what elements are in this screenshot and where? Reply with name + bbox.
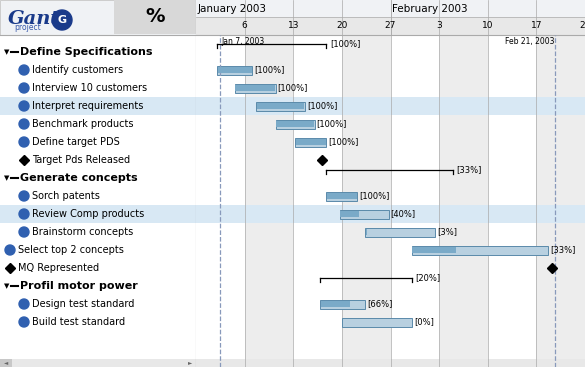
Bar bbox=[340, 211, 359, 217]
Text: 24: 24 bbox=[579, 22, 585, 30]
Text: [33%]: [33%] bbox=[550, 246, 576, 254]
Bar bbox=[113, 0, 196, 34]
Text: Identify customers: Identify customers bbox=[32, 65, 123, 75]
Text: 20: 20 bbox=[336, 22, 347, 30]
Text: Define target PDS: Define target PDS bbox=[32, 137, 120, 147]
Text: Design test standard: Design test standard bbox=[32, 299, 135, 309]
Text: Generate concepts: Generate concepts bbox=[20, 173, 137, 183]
Text: 3: 3 bbox=[436, 22, 442, 30]
Text: ▼: ▼ bbox=[4, 175, 9, 181]
Bar bbox=[235, 84, 276, 92]
Text: Profil motor power: Profil motor power bbox=[20, 281, 137, 291]
Bar bbox=[196, 205, 585, 223]
Bar bbox=[412, 246, 548, 254]
Bar bbox=[0, 97, 196, 115]
Text: Define Specifications: Define Specifications bbox=[20, 47, 153, 57]
Bar bbox=[245, 35, 293, 367]
Text: Sorch patents: Sorch patents bbox=[32, 191, 100, 201]
Text: [40%]: [40%] bbox=[391, 210, 416, 218]
Bar bbox=[0, 205, 196, 223]
Text: 10: 10 bbox=[482, 22, 494, 30]
Bar bbox=[365, 228, 435, 236]
Bar bbox=[257, 103, 304, 109]
Text: Benchmark products: Benchmark products bbox=[32, 119, 133, 129]
Text: ▼: ▼ bbox=[4, 49, 9, 55]
Bar bbox=[295, 138, 326, 146]
Text: [100%]: [100%] bbox=[254, 65, 285, 75]
Bar bbox=[0, 359, 12, 367]
Text: Interpret requirements: Interpret requirements bbox=[32, 101, 143, 111]
Text: 13: 13 bbox=[287, 22, 299, 30]
Text: Review Comp products: Review Comp products bbox=[32, 209, 144, 219]
Circle shape bbox=[19, 119, 29, 129]
Text: [100%]: [100%] bbox=[359, 192, 390, 200]
Text: Brainstorm concepts: Brainstorm concepts bbox=[32, 227, 133, 237]
Text: ▼: ▼ bbox=[4, 283, 9, 289]
Text: Interview 10 customers: Interview 10 customers bbox=[32, 83, 147, 93]
Bar bbox=[412, 247, 456, 254]
Text: [100%]: [100%] bbox=[278, 84, 308, 92]
Bar bbox=[276, 120, 315, 128]
Circle shape bbox=[19, 227, 29, 237]
Text: [100%]: [100%] bbox=[330, 39, 360, 48]
Bar bbox=[196, 17, 585, 35]
Bar bbox=[276, 121, 314, 127]
Text: 6: 6 bbox=[242, 22, 247, 30]
Text: February 2003: February 2003 bbox=[393, 4, 468, 14]
Text: 17: 17 bbox=[531, 22, 542, 30]
Text: [0%]: [0%] bbox=[414, 317, 433, 327]
Bar bbox=[439, 35, 488, 367]
Bar bbox=[196, 0, 585, 17]
Circle shape bbox=[19, 101, 29, 111]
Circle shape bbox=[19, 191, 29, 201]
Text: ◄: ◄ bbox=[4, 360, 8, 366]
Bar bbox=[536, 35, 585, 367]
Bar bbox=[295, 139, 326, 145]
Text: [66%]: [66%] bbox=[367, 299, 393, 309]
Circle shape bbox=[19, 137, 29, 147]
Circle shape bbox=[52, 10, 72, 30]
Circle shape bbox=[19, 299, 29, 309]
Text: Build test standard: Build test standard bbox=[32, 317, 125, 327]
Text: [20%]: [20%] bbox=[415, 273, 440, 282]
Text: [100%]: [100%] bbox=[316, 120, 347, 128]
Bar bbox=[340, 210, 388, 218]
Text: [100%]: [100%] bbox=[328, 138, 359, 146]
Bar bbox=[327, 193, 357, 199]
Text: Jan 7, 2003: Jan 7, 2003 bbox=[221, 37, 264, 46]
Bar bbox=[366, 229, 367, 235]
Bar bbox=[218, 66, 252, 73]
Bar bbox=[342, 35, 391, 367]
Circle shape bbox=[19, 83, 29, 93]
Circle shape bbox=[19, 65, 29, 75]
Text: January 2003: January 2003 bbox=[198, 4, 267, 14]
Bar bbox=[0, 0, 196, 35]
Text: %: % bbox=[145, 7, 164, 26]
Bar bbox=[321, 301, 349, 308]
Bar bbox=[196, 97, 585, 115]
Text: [33%]: [33%] bbox=[456, 166, 481, 174]
Bar bbox=[235, 84, 276, 91]
Text: Gantt: Gantt bbox=[8, 10, 70, 28]
Text: MQ Represented: MQ Represented bbox=[18, 263, 99, 273]
Bar bbox=[321, 299, 365, 309]
Text: Feb 21, 2003: Feb 21, 2003 bbox=[505, 37, 555, 46]
Circle shape bbox=[19, 209, 29, 219]
Bar bbox=[256, 102, 305, 110]
Bar bbox=[326, 192, 357, 200]
Text: [3%]: [3%] bbox=[437, 228, 457, 236]
Text: 27: 27 bbox=[385, 22, 396, 30]
Bar bbox=[0, 359, 196, 367]
Bar bbox=[342, 317, 412, 327]
Text: Target Pds Released: Target Pds Released bbox=[32, 155, 130, 165]
Circle shape bbox=[5, 245, 15, 255]
Text: project: project bbox=[14, 23, 41, 33]
Circle shape bbox=[19, 317, 29, 327]
Bar bbox=[196, 359, 585, 367]
Text: [100%]: [100%] bbox=[307, 102, 338, 110]
Text: ►: ► bbox=[188, 360, 192, 366]
Text: Select top 2 concepts: Select top 2 concepts bbox=[18, 245, 124, 255]
Bar bbox=[218, 65, 252, 75]
Text: G: G bbox=[57, 15, 67, 25]
